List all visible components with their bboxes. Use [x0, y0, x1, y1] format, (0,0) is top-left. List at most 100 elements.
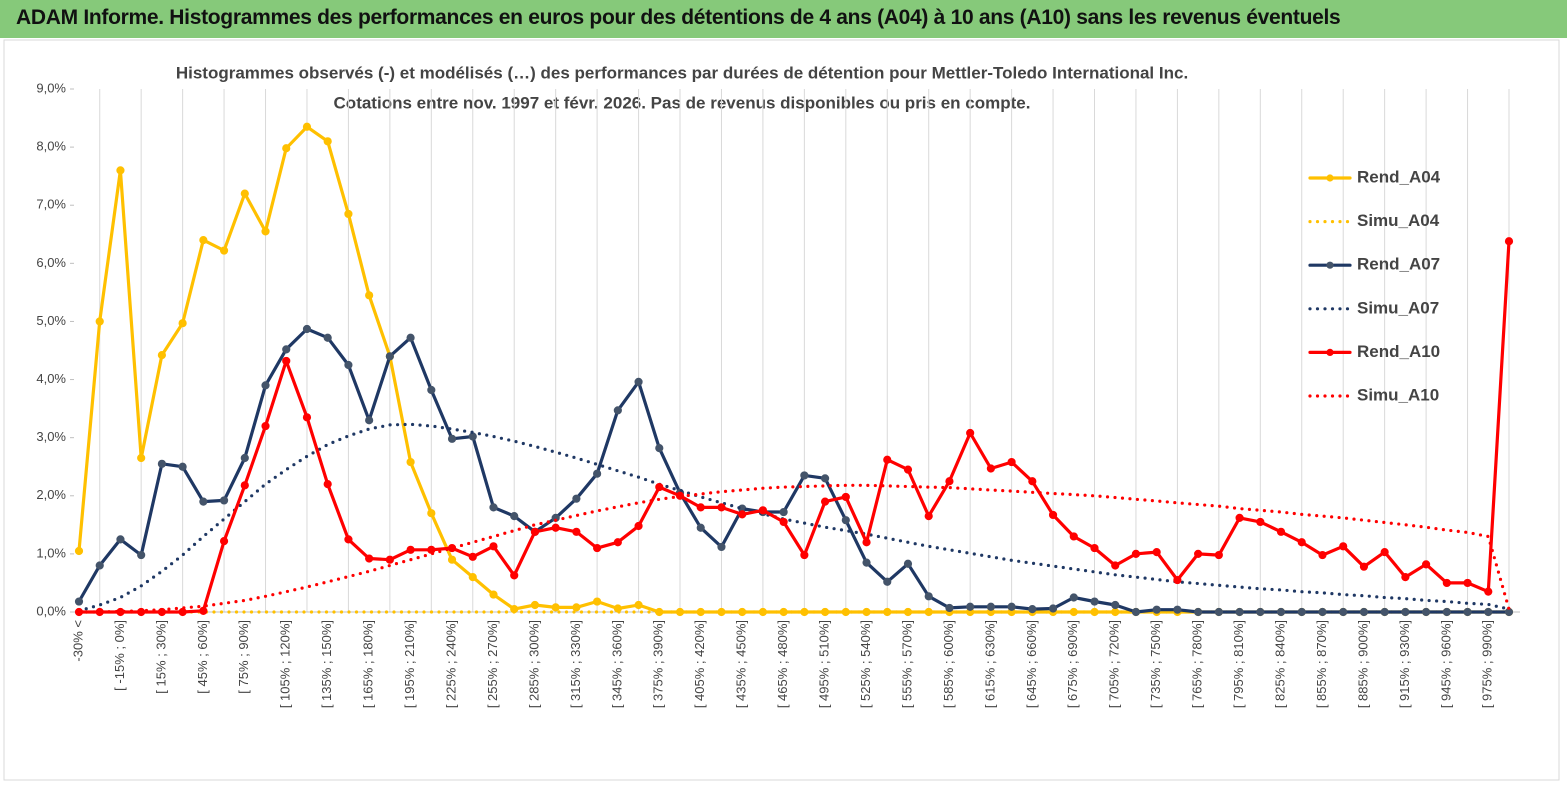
series-marker	[551, 603, 560, 612]
series-marker	[1504, 237, 1514, 246]
series-marker	[323, 480, 332, 489]
series-marker	[572, 527, 581, 536]
x-tick-label: [ 555% ; 570%]	[899, 620, 914, 708]
x-tick-label: [ 885% ; 900%]	[1355, 620, 1370, 708]
series-marker	[344, 209, 353, 219]
series-marker	[883, 607, 892, 617]
series-marker	[385, 555, 394, 564]
series-marker	[178, 607, 187, 617]
x-tick-label: [ 165% ; 180%]	[361, 620, 376, 708]
series-marker	[261, 421, 270, 431]
y-tick-label: 6,0%	[36, 255, 66, 270]
series-marker	[572, 603, 581, 612]
series-marker	[219, 246, 229, 255]
series-marker	[116, 166, 125, 175]
legend-marker	[1326, 261, 1334, 269]
series-marker	[282, 345, 291, 354]
series-marker	[240, 481, 249, 490]
series-marker	[1422, 560, 1431, 569]
series-marker	[1048, 510, 1058, 520]
series-marker	[841, 607, 850, 617]
series-marker	[696, 503, 705, 512]
series-marker	[1048, 604, 1058, 613]
series-marker	[1401, 607, 1410, 617]
x-tick-label: [ 975% ; 990%]	[1480, 620, 1495, 708]
series-marker	[593, 469, 602, 478]
y-tick-label: 2,0%	[36, 487, 66, 502]
series-marker	[572, 494, 581, 503]
x-tick-label: [ 525% ; 540%]	[858, 620, 873, 708]
series-marker	[1090, 543, 1099, 553]
series-marker	[302, 122, 312, 131]
legend-label: Simu_A10	[1357, 385, 1439, 404]
series-marker	[1359, 607, 1369, 617]
series-marker	[1111, 561, 1120, 570]
series-marker	[593, 543, 602, 553]
series-marker	[1297, 538, 1306, 547]
series-marker	[779, 507, 788, 517]
series-marker	[820, 474, 830, 483]
y-tick-label: 5,0%	[36, 313, 66, 328]
series-marker	[510, 512, 519, 521]
series-marker	[1173, 605, 1182, 614]
series-marker	[696, 523, 705, 532]
series-marker	[862, 538, 871, 547]
legend-marker	[1326, 174, 1334, 182]
series-marker	[1152, 605, 1161, 614]
series-line	[77, 327, 1511, 614]
series-marker	[1276, 527, 1286, 536]
series-marker	[447, 555, 457, 564]
banner-title: ADAM Informe. Histogrammes des performan…	[0, 0, 1567, 38]
series-marker	[282, 356, 291, 366]
series-marker	[1152, 548, 1161, 557]
series-marker	[302, 324, 312, 334]
legend-marker	[1326, 348, 1334, 356]
x-tick-label: [ 705% ; 720%]	[1107, 620, 1122, 708]
series-marker	[1442, 607, 1451, 617]
series-marker	[365, 554, 374, 563]
series-marker	[1131, 607, 1141, 617]
x-tick-label: [ 795% ; 810%]	[1231, 620, 1246, 708]
x-tick-label: [ 105% ; 120%]	[278, 620, 293, 708]
x-tick-label: [ 195% ; 210%]	[402, 620, 417, 708]
series-marker	[406, 333, 415, 342]
series-marker	[95, 317, 104, 326]
series-marker	[903, 559, 913, 568]
series-marker	[468, 552, 477, 561]
series-marker	[613, 406, 622, 415]
series-marker	[1484, 587, 1493, 596]
x-tick-label: [ 45% ; 60%]	[195, 620, 210, 694]
chart-subtitle: Cotations entre nov. 1997 et févr. 2026.…	[334, 93, 1031, 112]
series-marker	[1214, 607, 1223, 617]
x-tick-label: [ 495% ; 510%]	[817, 620, 832, 708]
series-marker	[74, 597, 84, 606]
series-marker	[240, 453, 249, 463]
x-tick-label: [ 735% ; 750%]	[1148, 620, 1163, 708]
series-marker	[655, 444, 664, 453]
series-marker	[137, 453, 146, 463]
x-tick-label: [ 765% ; 780%]	[1190, 620, 1205, 708]
x-tick-label: [ 75% ; 90%]	[236, 620, 251, 694]
series-marker	[1214, 550, 1223, 560]
series-marker	[1173, 575, 1182, 585]
chart-border	[3, 39, 1560, 781]
x-tick-label: [ 285% ; 300%]	[526, 620, 541, 708]
series-marker	[1463, 578, 1472, 588]
series-marker	[468, 432, 477, 441]
x-tick-label: [ 225% ; 240%]	[443, 620, 458, 708]
x-tick-label: [ 375% ; 390%]	[651, 620, 666, 708]
series-marker	[116, 535, 125, 544]
x-tick-label: [ 855% ; 870%]	[1314, 620, 1329, 708]
series-marker	[1484, 607, 1493, 617]
y-tick-label: 9,0%	[36, 80, 66, 95]
x-tick-label: [ 585% ; 600%]	[941, 620, 956, 708]
y-tick-label: 7,0%	[36, 197, 66, 212]
y-tick-label: 1,0%	[36, 545, 66, 560]
series-line	[77, 422, 1511, 613]
series-marker	[1256, 607, 1265, 617]
series-marker	[468, 573, 477, 582]
series-marker	[883, 455, 892, 464]
series-marker	[137, 550, 146, 560]
series-marker	[219, 537, 229, 546]
y-tick-label: 0,0%	[36, 603, 66, 618]
